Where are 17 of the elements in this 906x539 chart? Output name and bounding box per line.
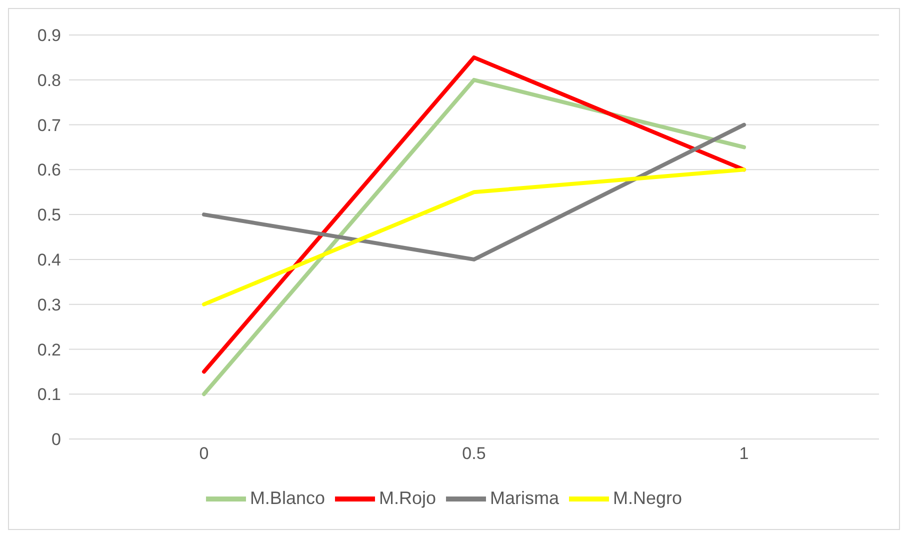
y-tick-label: 0.7 [37, 116, 61, 135]
legend-label: M.Blanco [250, 488, 325, 508]
x-tick-label: 1 [739, 444, 749, 464]
y-tick-label: 0.8 [37, 70, 61, 90]
y-tick-label: 0.1 [37, 385, 61, 404]
legend-label: Marisma [490, 488, 560, 508]
y-tick-label: 0.4 [37, 250, 61, 270]
y-tick-label: 0 [52, 430, 61, 450]
legend-label: M.Rojo [378, 488, 436, 508]
y-tick-label: 0.9 [37, 26, 61, 46]
y-tick-label: 0.2 [37, 340, 61, 360]
y-tick-label: 0.3 [37, 295, 61, 314]
x-tick-label: 0.5 [462, 444, 486, 464]
y-tick-label: 0.6 [37, 160, 61, 180]
x-tick-label: 0 [199, 444, 209, 464]
y-tick-label: 0.5 [37, 206, 61, 225]
legend-label: M.Negro [613, 488, 682, 508]
